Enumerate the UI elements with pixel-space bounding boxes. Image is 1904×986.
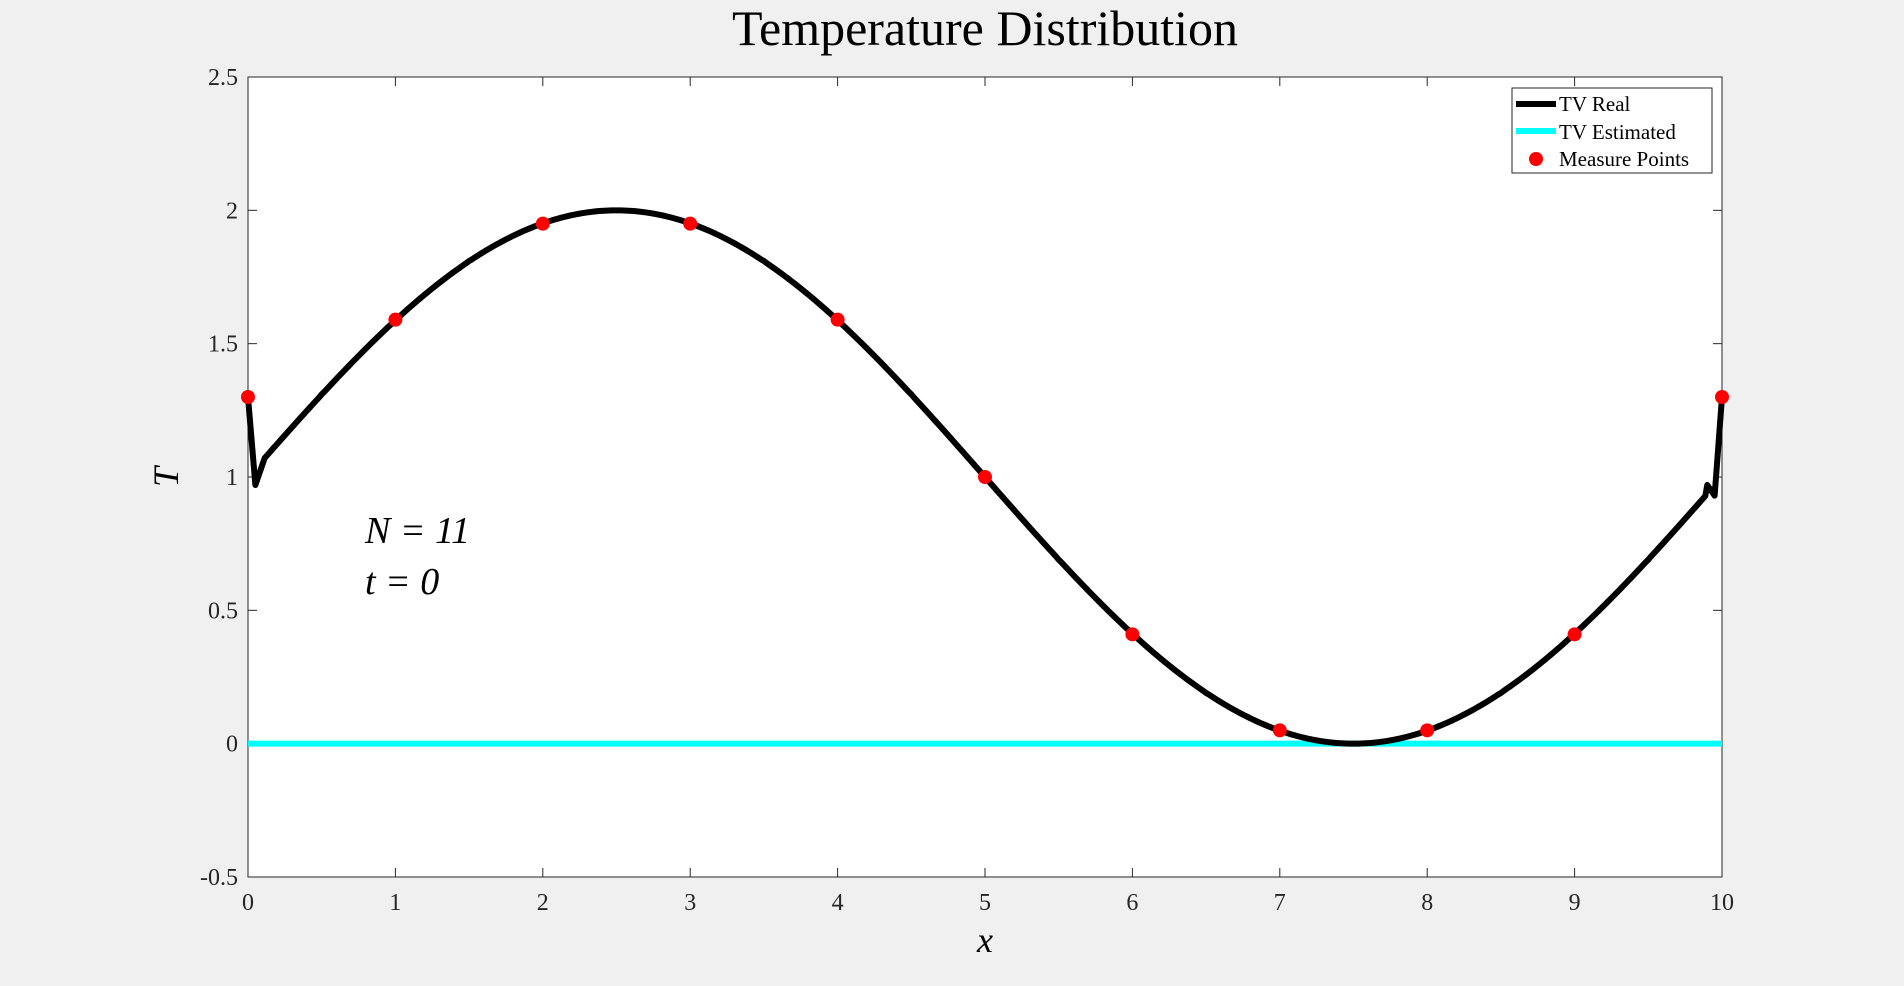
x-tick-label: 5: [979, 890, 991, 916]
y-axis-label: T: [146, 464, 186, 487]
measure-point: [535, 216, 550, 231]
measure-point: [1420, 723, 1435, 738]
y-tick-label: 1.5: [208, 332, 238, 358]
x-tick-label: 8: [1421, 890, 1433, 916]
y-tick-label: 0.5: [208, 598, 238, 624]
legend-label-estimated: TV Estimated: [1559, 120, 1676, 144]
legend-label-measure: Measure Points: [1559, 147, 1689, 171]
x-tick-label: 2: [537, 890, 549, 916]
measure-point: [830, 312, 845, 327]
legend: TV Real TV Estimated Measure Points: [1511, 87, 1713, 174]
legend-swatch-measure: [1529, 152, 1543, 166]
measure-point: [388, 312, 403, 327]
y-tick-label: -0.5: [200, 865, 238, 891]
legend-label-real: TV Real: [1559, 92, 1631, 116]
y-tick-label: 0: [226, 732, 238, 758]
measure-point: [683, 216, 698, 231]
x-tick-label: 0: [242, 890, 254, 916]
y-tick-label: 1: [226, 465, 238, 491]
y-tick-label: 2.5: [208, 65, 238, 91]
x-tick-label: 9: [1569, 890, 1581, 916]
measure-point: [978, 470, 992, 484]
annotation-t: t = 0: [365, 561, 439, 603]
x-tick-label: 10: [1710, 890, 1734, 916]
axis-ticks: 0 1 2 3 4 5 6 7 8 9 10-0.500.511.522.5: [200, 65, 1734, 916]
measure-point: [1715, 390, 1729, 404]
measure-point: [1567, 627, 1582, 642]
chart-title: Temperature Distribution: [732, 0, 1238, 56]
x-tick-label: 7: [1274, 890, 1286, 916]
x-tick-label: 3: [684, 890, 696, 916]
x-axis-label: x: [976, 920, 993, 960]
measure-point: [1272, 723, 1287, 738]
x-tick-label: 6: [1126, 890, 1138, 916]
x-tick-label: 4: [832, 890, 844, 916]
y-tick-label: 2: [226, 198, 238, 224]
annotation-n: N = 11: [364, 510, 470, 552]
measure-point: [241, 390, 255, 404]
x-tick-label: 1: [389, 890, 401, 916]
series-layer: [241, 207, 1729, 747]
measure-point: [1125, 627, 1140, 642]
